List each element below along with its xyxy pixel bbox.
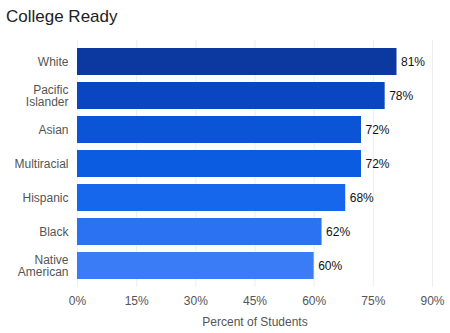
svg-text:60%: 60%	[318, 259, 342, 273]
svg-text:81%: 81%	[401, 55, 425, 69]
svg-text:Black: Black	[39, 225, 69, 239]
svg-text:72%: 72%	[366, 157, 390, 171]
svg-text:White: White	[38, 55, 69, 69]
svg-text:Multiracial: Multiracial	[14, 157, 68, 171]
svg-text:62%: 62%	[326, 225, 350, 239]
svg-text:68%: 68%	[350, 191, 374, 205]
html-text:College Ready: College Ready	[6, 7, 118, 26]
svg-text:PacificIslander: PacificIslander	[26, 83, 69, 109]
svg-text:78%: 78%	[389, 89, 413, 103]
svg-text:Asian: Asian	[38, 123, 68, 137]
svg-text:90%: 90%	[420, 294, 444, 308]
svg-text:0%: 0%	[69, 294, 87, 308]
svg-text:15%: 15%	[125, 294, 149, 308]
svg-text:72%: 72%	[366, 123, 390, 137]
svg-text:Hispanic: Hispanic	[22, 191, 68, 205]
svg-text:60%: 60%	[302, 294, 326, 308]
svg-text:45%: 45%	[243, 294, 267, 308]
svg-text:Percent of Students: Percent of Students	[202, 315, 307, 329]
svg-text:75%: 75%	[361, 294, 385, 308]
svg-text:NativeAmerican: NativeAmerican	[18, 253, 69, 279]
svg-text:30%: 30%	[184, 294, 208, 308]
